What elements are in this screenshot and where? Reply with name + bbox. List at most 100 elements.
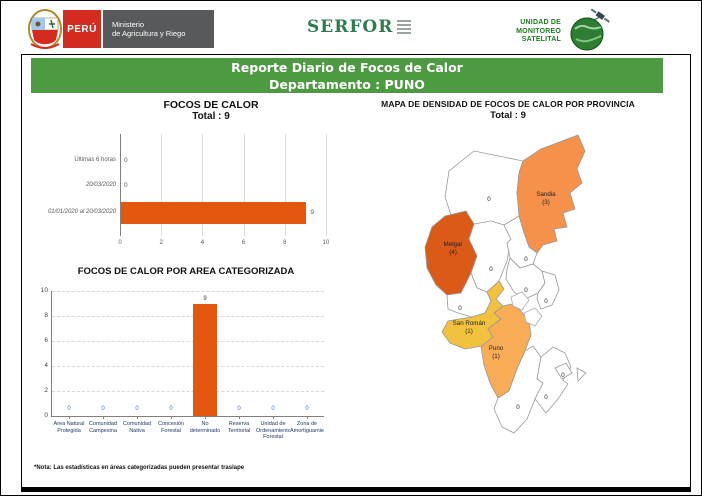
peru-coat-of-arms-icon [28, 9, 62, 49]
province-label: Puno (1) [489, 345, 504, 360]
province-label: 0 [524, 287, 528, 294]
y-axis-tick: 6 [44, 337, 48, 344]
value-label: 0 [169, 406, 173, 412]
bar [121, 202, 307, 224]
gridline [52, 366, 324, 367]
ministry-line2: de Agricultura y Riego [112, 29, 186, 38]
category-label: Comunidad Nativa [122, 421, 152, 434]
x-axis-tick: 6 [241, 240, 246, 246]
focos-chart-subtitle: Total : 9 [192, 111, 230, 122]
x-axis-tick: 4 [200, 240, 205, 246]
value-label: 0 [135, 406, 139, 412]
x-axis-tick-mark [171, 416, 172, 419]
province-label: 0 [524, 256, 528, 263]
value-label: 9 [310, 209, 315, 216]
serfor-wordmark: SERFOR [307, 17, 394, 37]
x-axis-tick-mark [273, 416, 274, 419]
value-label: 0 [101, 406, 105, 412]
map-title: MAPA DE DENSIDAD DE FOCOS DE CALOR POR P… [381, 99, 635, 109]
satellite-monitoring-unit-label: UNIDAD DE MONITOREO SATELITAL [516, 19, 561, 43]
category-label: Zona de Amortiguamiento [290, 421, 324, 434]
value-label: 0 [124, 182, 128, 189]
value-label: 0 [237, 406, 241, 412]
x-axis-tick-mark [69, 416, 70, 419]
x-axis-tick-mark [137, 416, 138, 419]
x-axis-tick-mark [307, 416, 308, 419]
province-label: Melgar (4) [444, 241, 463, 256]
category-label: Comunidad Campesina [88, 421, 118, 434]
value-label: 9 [203, 295, 207, 302]
y-axis-tick: 2 [44, 387, 48, 394]
serfor-logo-lines [397, 20, 412, 34]
gridline [52, 391, 324, 392]
category-label: Concesión Forestal [158, 421, 184, 434]
x-axis-tick: 0 [118, 240, 122, 246]
satellite-unit-globe-icon [570, 8, 610, 51]
province-label: Sandia (3) [536, 191, 556, 206]
category-label: Reserva Territorial [227, 421, 251, 434]
x-axis-tick-mark [205, 416, 206, 419]
y-axis-tick: 4 [44, 362, 48, 369]
value-label: 0 [124, 157, 128, 164]
value-label: 0 [271, 406, 275, 412]
lake-outline [510, 291, 530, 311]
province-label: 0 [544, 394, 548, 401]
lake-outline [576, 367, 587, 382]
province-label: 0 [487, 196, 491, 203]
category-label: 01/01/2020 al 20/03/2020 [47, 209, 116, 215]
province-density-map: 0 Sandia (3) Melgar (4) 0 0 0 0 0 San Román (1)Puno… [424, 134, 587, 434]
gridline [202, 134, 204, 236]
province-label: 0 [516, 404, 520, 411]
report-title-line2: Departamento : PUNO [269, 77, 425, 92]
peru-logo: PERÚ [63, 10, 101, 48]
focos-chart-title: FOCOS DE CALOR [163, 99, 259, 111]
category-label: No determinado [189, 421, 221, 434]
province-shape [554, 362, 573, 380]
category-label: 20/03/2020 [85, 182, 116, 188]
gridline [52, 316, 324, 317]
focos-chart-plot: 0 2 4 6 8 10 Últimas 6 horas 0 20/03/2020 0 01/01/… [48, 134, 329, 246]
report-body-frame [21, 54, 691, 492]
province-label: 0 [544, 298, 548, 305]
ministry-line1: Ministerio [112, 20, 145, 29]
ministry-logo: Ministerio de Agricultura y Riego [101, 10, 214, 48]
x-axis-tick: 2 [159, 240, 163, 246]
bar [193, 303, 217, 416]
province-label: 0 [561, 372, 565, 379]
peru-label: PERÚ [67, 23, 97, 35]
lake-outline [523, 307, 543, 327]
satellite-icon [590, 8, 610, 23]
category-label: Área Natural Protegida [53, 421, 85, 434]
province-label: 0 [458, 305, 462, 312]
map-subtitle: Total : 9 [490, 110, 526, 121]
x-axis-tick-mark [103, 416, 104, 419]
province-label: San Román (1) [453, 320, 486, 335]
x-axis-tick-mark [239, 416, 240, 419]
area-chart-plot: 0 2 4 6 8 10 0 Área Natural Protegida 0 Comunidad… [41, 287, 324, 440]
category-label: Unidad de Ordenamiento Forestal [256, 421, 290, 440]
province-shape [536, 270, 560, 310]
category-label: Últimas 6 horas [74, 157, 116, 163]
gridline [326, 134, 327, 236]
y-axis-tick: 8 [44, 312, 48, 319]
serfor-logo: SERFOR [307, 17, 412, 37]
report-title-line1: Reporte Diario de Focos de Calor [231, 60, 463, 75]
x-axis-tick: 10 [322, 240, 330, 246]
footer-note: *Nota: Las estadísticas en áreas categor… [34, 465, 245, 471]
report-title-bar: Reporte Diario de Focos de Calor Departa… [31, 58, 663, 93]
value-label: 0 [305, 406, 309, 412]
gridline [120, 134, 121, 236]
gridline [161, 134, 163, 236]
x-axis-tick: 8 [283, 240, 287, 246]
gridline [52, 341, 324, 342]
value-label: 0 [67, 406, 71, 412]
gridline [284, 134, 286, 236]
province-label: 0 [489, 266, 493, 273]
area-chart-title: FOCOS DE CALOR POR AREA CATEGORIZADA [77, 266, 295, 277]
province-shape [534, 346, 572, 414]
gridline [52, 291, 324, 292]
y-axis-tick: 0 [44, 412, 48, 419]
y-axis-tick: 10 [40, 287, 48, 294]
gridline [243, 134, 245, 236]
